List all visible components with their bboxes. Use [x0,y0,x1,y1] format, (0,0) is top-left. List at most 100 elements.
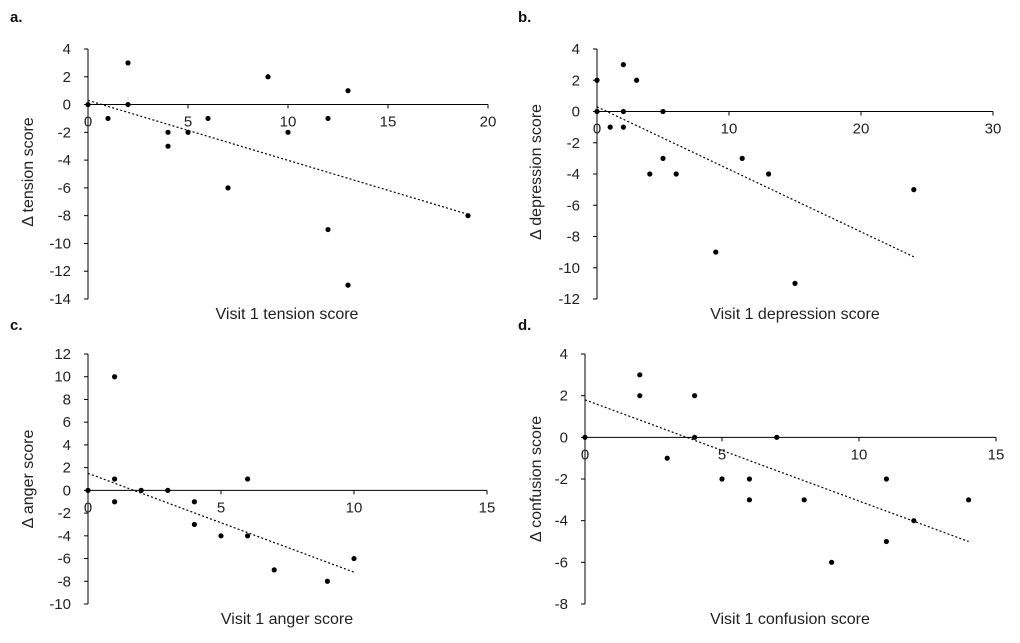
panel-2-y-tick-label: -8 [567,229,580,246]
panel-2-data-point [660,108,666,115]
panel-1-letter: a. [10,9,23,26]
panel-3-data-point [271,567,277,573]
panel-2-y-tick-label: 4 [572,41,580,58]
panel-3-data-point [112,374,118,380]
panel-4-y-axis-label: Δ confusion score [528,416,545,542]
panel-4-y-tick-label: 4 [560,346,568,363]
panel-1-data-point [165,129,171,135]
panel-1-y-tick-label: -8 [58,208,71,225]
panel-1-y-tick-label: -12 [49,263,71,280]
panel-3-x-tick-label: 15 [479,499,496,516]
panel-3-y-tick-label: -8 [58,573,71,590]
panel-3-y-tick-label: -2 [58,505,71,522]
panel-1-x-axis-label: Visit 1 tension score [216,306,359,323]
panel-1-y-tick-label: 4 [63,41,71,58]
panel-2-data-point [620,124,627,130]
panel-2-y-tick-label: 2 [572,72,580,89]
panel-3-x-tick-label: 5 [217,499,225,516]
panel-2-data-point [607,124,613,130]
panel-3-y-tick-label: 10 [54,369,71,386]
panel-4-data-point [746,476,753,482]
panel-3-y-tick-label: 4 [63,437,71,454]
panel-4-y-tick-label: -2 [555,471,568,488]
panel-4-y-tick-label: 0 [560,429,568,446]
panel-3-data-point [112,499,118,505]
panel-3-y-tick-label: -4 [58,528,71,545]
panel-4-data-point [829,559,835,565]
panel-4-data-point [746,497,753,503]
panel-1-data-point [265,74,271,80]
panel-2-y-tick-label: 0 [572,104,580,121]
panel-1-data-point [345,88,351,94]
panel-1-data-point [465,213,471,219]
panel-4-data-point [692,393,698,399]
panel-4-y-tick-label: -4 [555,513,568,530]
panel-4: d. 4 2 0 -2 -4 -6 -8 0 5 10 15 Visit 1 confusion sco… [518,317,1004,628]
panel-3-y-tick-label: 6 [63,414,71,431]
panel-2-data-point [620,108,627,115]
panel-1-data-point [345,282,351,288]
panel-1-y-tick-label: 2 [63,69,71,86]
panel-2-letter: b. [518,9,531,26]
panel-3-y-axis-label: Δ anger score [20,430,37,529]
panel-1-data-point [185,129,191,135]
panel-3-y-tick-label: -6 [58,551,71,568]
panel-2-x-tick-label: 20 [853,121,870,138]
panel-4-x-tick-label: 10 [851,446,868,463]
panel-3-data-point [138,487,144,493]
panel-4-data-point [719,476,725,482]
panel-3: c. 12 10 8 6 4 2 0 -2 -4 -6 -8 -10 0 5 10 15 Visit 1 ange… [10,317,495,628]
panel-2-x-tick-label: 0 [593,121,601,138]
panel-1-data-point [325,115,331,122]
panel-4-data-point [911,518,917,524]
panel-1-x-tick-label: 15 [380,114,397,131]
panel-3-x-tick-label: 10 [346,499,363,516]
panel-3-data-point [351,555,357,562]
panel-1-data-point [165,143,171,149]
panel-3-data-point [324,578,330,584]
panel-2-data-point [673,171,679,177]
panel-2-data-point [792,280,798,286]
panel-3-x-tick-label: 0 [84,499,92,516]
panel-1-trendline [87,99,469,215]
panel-4-x-axis-label: Visit 1 confusion score [710,611,870,628]
panel-4-y-tick-label: -6 [555,554,568,571]
panel-3-data-point [191,521,197,528]
panel-4-data-point [966,497,972,503]
panel-4-data-point [637,372,643,378]
panel-2-x-tick-label: 10 [721,121,738,138]
panel-3-y-tick-label: 12 [54,346,71,363]
panel-4-data-point [637,393,643,399]
panel-1-data-point [325,226,331,233]
panel-4-y-tick-label: 2 [560,388,568,405]
panel-2-data-point [739,155,745,161]
panel-2-data-point [911,187,917,193]
panel-1-x-tick-label: 0 [84,114,92,131]
panel-4-letter: d. [518,317,531,334]
panel-2-data-point [620,62,627,68]
panel-3-trendline [87,472,355,573]
panel-4-x-tick-label: 15 [988,446,1005,463]
panel-2-y-tick-label: -6 [567,197,580,214]
panel-4-y-tick-label: -8 [555,596,568,613]
panel-2-y-axis-label: Δ depression score [528,104,545,240]
panel-2-y-tick-label: -2 [567,135,580,152]
panel-3-y-tick-label: -10 [49,596,71,613]
panel-3-x-axis-label: Visit 1 anger score [221,611,353,628]
panel-3-data-point [245,476,251,482]
panel-2-y-tick-label: -12 [558,291,580,308]
panel-4-trendline [584,399,969,543]
panel-1-data-point [105,115,111,122]
panel-3-y-tick-label: 0 [63,482,71,499]
panel-1-x-tick-label: 20 [480,114,497,131]
panel-2-data-point [713,249,719,255]
panel-4-data-point [692,434,698,440]
panel-2-data-point [766,171,772,177]
panel-3-data-point [245,533,251,539]
panel-4-data-point [664,455,670,461]
panel-1-data-point [205,115,211,122]
panel-4-data-point [883,538,890,545]
panel-1-y-tick-label: -2 [58,124,71,141]
